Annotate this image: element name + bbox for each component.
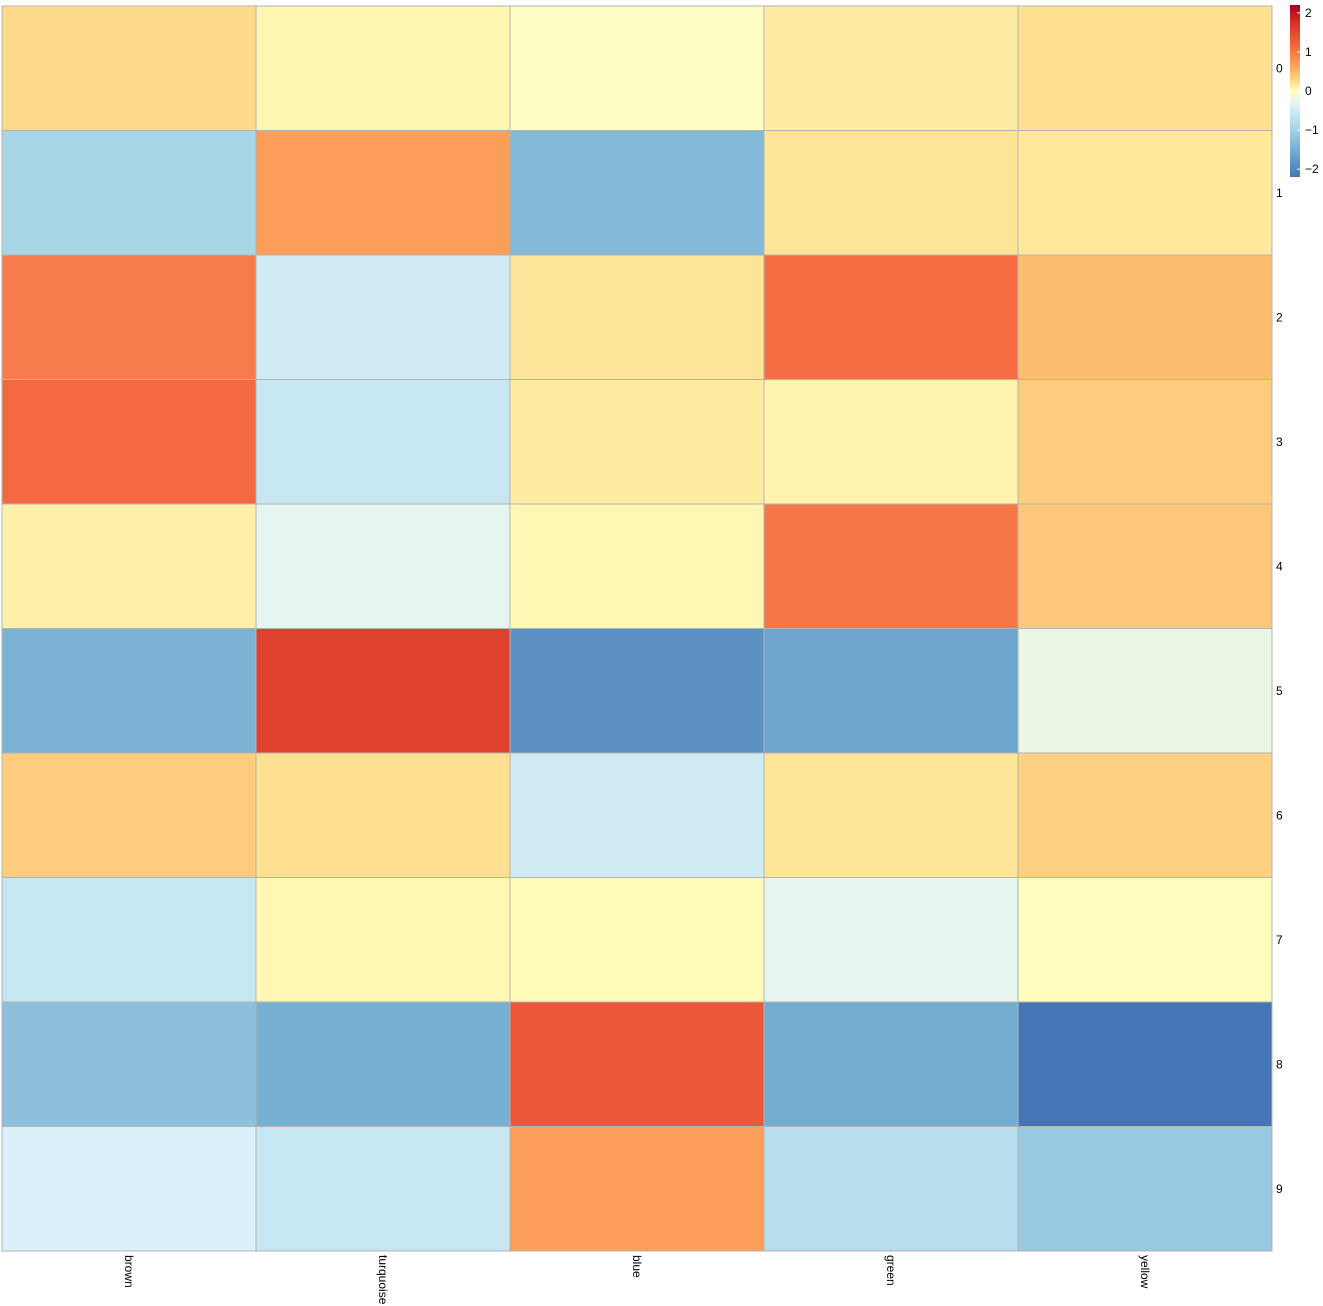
heatmap-cell-9-turquoise [255, 1126, 511, 1252]
heatmap-cell-5-yellow [1017, 628, 1273, 754]
heatmap-cell-4-blue [509, 503, 765, 629]
heatmap-cell-6-yellow [1017, 752, 1273, 878]
heatmap-cell-5-blue [509, 628, 765, 754]
heatmap-cell-2-yellow [1017, 254, 1273, 380]
column-label-blue: blue [630, 1255, 644, 1278]
heatmap-cell-1-blue [509, 130, 765, 256]
heatmap-cell-9-blue [509, 1126, 765, 1252]
heatmap-cell-0-brown [1, 5, 257, 131]
row-label-5: 5 [1276, 684, 1283, 698]
heatmap-cell-6-green [763, 752, 1019, 878]
column-label-brown: brown [122, 1255, 136, 1288]
colorbar-tick-label: 0 [1305, 84, 1312, 98]
heatmap-cell-0-turquoise [255, 5, 511, 131]
heatmap-cell-4-turquoise [255, 503, 511, 629]
colorbar-tick-label: −1 [1305, 123, 1319, 137]
heatmap-cell-1-green [763, 130, 1019, 256]
heatmap-cell-2-blue [509, 254, 765, 380]
heatmap-cell-9-yellow [1017, 1126, 1273, 1252]
heatmap-cell-4-yellow [1017, 503, 1273, 629]
row-label-0: 0 [1276, 61, 1283, 75]
heatmap-cell-8-green [763, 1001, 1019, 1127]
heatmap-cell-0-blue [509, 5, 765, 131]
row-label-6: 6 [1276, 808, 1283, 822]
row-labels: 0 1 2 3 4 5 6 7 8 9 [1276, 61, 1283, 1196]
colorbar-tick-label: −2 [1305, 162, 1319, 176]
colorbar-legend: 2 1 0 −1 −2 [1290, 5, 1319, 177]
heatmap-cell-4-green [763, 503, 1019, 629]
heatmap-cell-6-turquoise [255, 752, 511, 878]
column-labels: brown turquoise blue green yellow [122, 1255, 1152, 1305]
heatmap-cell-0-green [763, 5, 1019, 131]
heatmap-cell-1-turquoise [255, 130, 511, 256]
row-label-2: 2 [1276, 310, 1283, 324]
row-label-8: 8 [1276, 1057, 1283, 1071]
heatmap-cell-8-blue [509, 1001, 765, 1127]
heatmap-cells [1, 5, 1273, 1252]
colorbar-gradient [1290, 5, 1300, 177]
heatmap-cell-7-blue [509, 877, 765, 1003]
heatmap-cell-8-yellow [1017, 1001, 1273, 1127]
heatmap-cell-3-blue [509, 379, 765, 505]
heatmap-cell-5-turquoise [255, 628, 511, 754]
column-label-yellow: yellow [1138, 1255, 1152, 1289]
heatmap-cell-9-green [763, 1126, 1019, 1252]
row-label-3: 3 [1276, 435, 1283, 449]
column-label-turquoise: turquoise [376, 1255, 390, 1305]
row-label-1: 1 [1276, 186, 1283, 200]
heatmap-cell-3-brown [1, 379, 257, 505]
heatmap-cell-8-turquoise [255, 1001, 511, 1127]
heatmap-cell-8-brown [1, 1001, 257, 1127]
heatmap-cell-3-turquoise [255, 379, 511, 505]
heatmap-cell-6-blue [509, 752, 765, 878]
column-label-green: green [884, 1255, 898, 1286]
heatmap-cell-2-brown [1, 254, 257, 380]
heatmap-cell-1-brown [1, 130, 257, 256]
heatmap-cell-5-brown [1, 628, 257, 754]
heatmap-cell-7-turquoise [255, 877, 511, 1003]
row-label-9: 9 [1276, 1182, 1283, 1196]
heatmap-cell-2-turquoise [255, 254, 511, 380]
colorbar-tick-label: 1 [1305, 45, 1312, 59]
row-label-4: 4 [1276, 559, 1283, 573]
row-label-7: 7 [1276, 933, 1283, 947]
heatmap-cell-7-green [763, 877, 1019, 1003]
heatmap-cell-9-brown [1, 1126, 257, 1252]
heatmap-cell-7-brown [1, 877, 257, 1003]
heatmap-cell-2-green [763, 254, 1019, 380]
heatmap-cell-0-yellow [1017, 5, 1273, 131]
colorbar-tick-label: 2 [1305, 6, 1312, 20]
heatmap-cell-6-brown [1, 752, 257, 878]
heatmap-cell-4-brown [1, 503, 257, 629]
heatmap-cell-3-green [763, 379, 1019, 505]
heatmap-cell-5-green [763, 628, 1019, 754]
heatmap-cell-3-yellow [1017, 379, 1273, 505]
heatmap-cell-7-yellow [1017, 877, 1273, 1003]
heatmap-cell-1-yellow [1017, 130, 1273, 256]
